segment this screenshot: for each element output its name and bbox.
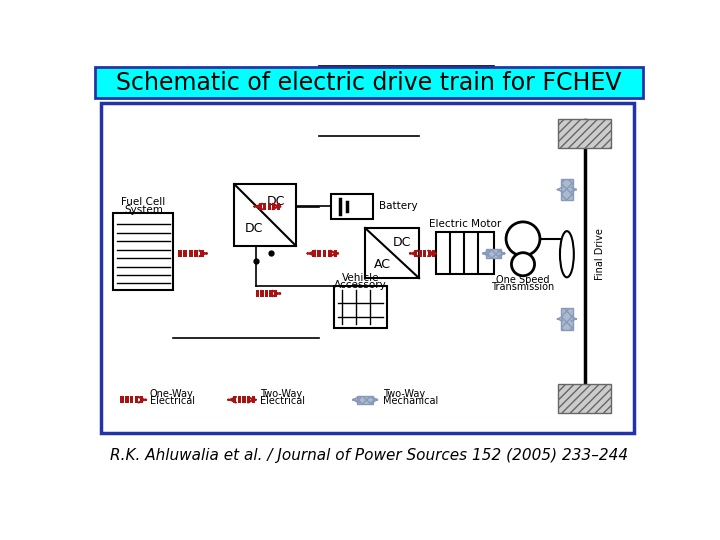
Text: Two-Way: Two-Way <box>383 389 425 399</box>
Text: Electrical: Electrical <box>150 396 194 406</box>
Bar <box>277 204 280 210</box>
Text: Schematic of electric drive train for FCHEV: Schematic of electric drive train for FC… <box>116 71 622 94</box>
Bar <box>135 396 138 403</box>
Bar <box>125 396 129 403</box>
Bar <box>140 396 143 403</box>
Bar <box>328 250 332 257</box>
Text: Two-Way: Two-Way <box>260 389 302 399</box>
Bar <box>357 395 374 404</box>
Bar <box>436 232 494 274</box>
Bar <box>333 250 337 257</box>
Bar <box>256 291 259 296</box>
Text: R.K. Ahluwalia et al. / Journal of Power Sources 152 (2005) 233–244: R.K. Ahluwalia et al. / Journal of Power… <box>110 448 628 463</box>
Ellipse shape <box>560 231 574 278</box>
Bar <box>113 213 174 289</box>
Bar <box>423 250 426 257</box>
Text: Mechanical: Mechanical <box>383 396 438 406</box>
Bar <box>561 179 573 200</box>
Text: Battery: Battery <box>379 201 418 212</box>
Circle shape <box>511 253 534 276</box>
Text: Fuel Cell: Fuel Cell <box>121 197 166 207</box>
Bar <box>120 396 124 403</box>
Bar <box>330 194 373 219</box>
Text: System: System <box>124 205 163 214</box>
Bar <box>323 250 326 257</box>
Bar <box>272 204 276 210</box>
Bar <box>318 250 321 257</box>
Bar <box>269 291 273 296</box>
Text: DC: DC <box>392 235 411 248</box>
Text: One Speed: One Speed <box>496 275 550 285</box>
Bar <box>95 67 643 98</box>
Bar <box>274 291 277 296</box>
Bar <box>334 286 387 328</box>
Text: Accessory: Accessory <box>334 280 387 290</box>
Text: Electric Motor: Electric Motor <box>428 219 501 229</box>
Bar <box>559 383 611 413</box>
Bar <box>194 250 198 257</box>
Text: Final Drive: Final Drive <box>595 228 605 280</box>
Bar <box>365 228 419 278</box>
Bar <box>247 396 251 403</box>
Bar <box>259 204 262 210</box>
Bar <box>233 396 236 403</box>
Text: DC: DC <box>267 195 285 208</box>
Bar <box>234 184 296 246</box>
Bar <box>419 250 422 257</box>
Bar <box>486 249 501 258</box>
Bar <box>184 250 187 257</box>
Bar <box>559 119 611 148</box>
Bar <box>130 396 133 403</box>
Bar <box>189 250 193 257</box>
Bar <box>415 250 418 257</box>
Text: Transmission: Transmission <box>491 282 554 292</box>
Text: DC: DC <box>245 222 263 235</box>
Bar <box>561 308 573 330</box>
Bar <box>268 204 271 210</box>
Bar <box>243 396 246 403</box>
Bar <box>101 103 634 433</box>
Text: Vehicle: Vehicle <box>342 273 379 283</box>
Bar <box>264 204 266 210</box>
Bar <box>261 291 264 296</box>
Text: AC: AC <box>374 258 391 271</box>
Bar <box>433 250 436 257</box>
Text: Electrical: Electrical <box>260 396 305 406</box>
Bar <box>199 250 204 257</box>
Bar <box>178 250 182 257</box>
Bar <box>252 396 255 403</box>
Bar <box>265 291 268 296</box>
Bar <box>312 250 315 257</box>
Bar <box>428 250 431 257</box>
Bar <box>238 396 240 403</box>
Circle shape <box>506 222 540 256</box>
Text: One-Way: One-Way <box>150 389 193 399</box>
